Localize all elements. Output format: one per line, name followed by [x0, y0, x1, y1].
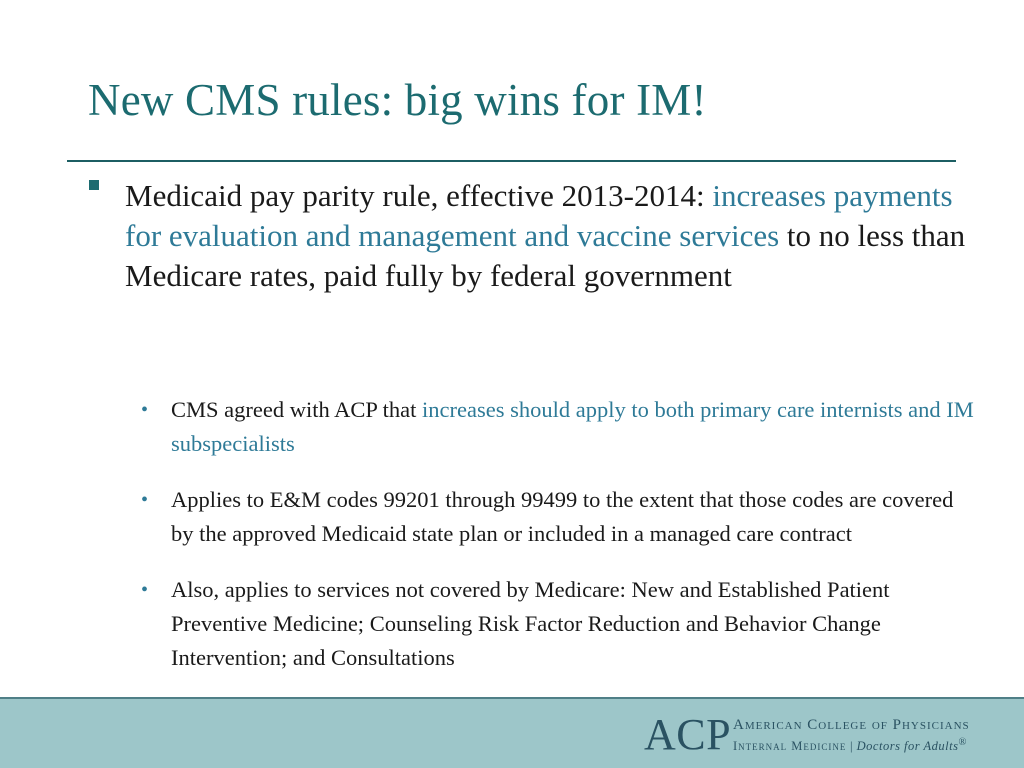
sub-bullet-lead: Applies to E&M codes 99201 through 99499…: [171, 487, 954, 546]
logo-tagline-right: Doctors for Adults: [856, 739, 959, 754]
footer-band: [0, 697, 1024, 768]
footer-divider: [0, 697, 1024, 699]
main-bullet-highlight: increases payments for evaluation and ma…: [125, 178, 953, 253]
sub-bullet-lead: CMS agreed with ACP that: [171, 397, 423, 422]
sub-bullet-list: • CMS agreed with ACP that increases sho…: [125, 393, 975, 675]
sub-bullet-item: • Also, applies to services not covered …: [125, 573, 975, 675]
logo-tagline-left: Internal Medicine: [733, 739, 847, 754]
slide-title: New CMS rules: big wins for IM!: [88, 75, 707, 125]
registered-mark: ®: [958, 737, 967, 748]
sub-bullet-highlight: increases should apply to both primary c…: [171, 397, 974, 456]
round-bullet-icon: •: [141, 399, 149, 421]
main-bullet-tail: to no less than Medicare rates, paid ful…: [125, 218, 966, 293]
logo-acronym: ACP: [644, 710, 732, 759]
logo-tagline: Internal Medicine | Doctors for Adults®: [733, 737, 967, 754]
sub-bullet-lead: Also, applies to services not covered by…: [171, 577, 890, 670]
logo-separator: |: [850, 739, 854, 754]
sub-bullet-item: • CMS agreed with ACP that increases sho…: [125, 393, 975, 461]
round-bullet-icon: •: [141, 579, 149, 601]
title-divider: [67, 160, 956, 162]
round-bullet-icon: •: [141, 489, 149, 511]
logo-organization-name: American College of Physicians: [733, 717, 970, 733]
main-bullet-text: Medicaid pay parity rule, effective 2013…: [125, 176, 975, 296]
sub-bullet-item: • Applies to E&M codes 99201 through 994…: [125, 483, 975, 551]
square-bullet-icon: [89, 180, 99, 190]
main-bullet-lead: Medicaid pay parity rule, effective 2013…: [125, 178, 713, 213]
